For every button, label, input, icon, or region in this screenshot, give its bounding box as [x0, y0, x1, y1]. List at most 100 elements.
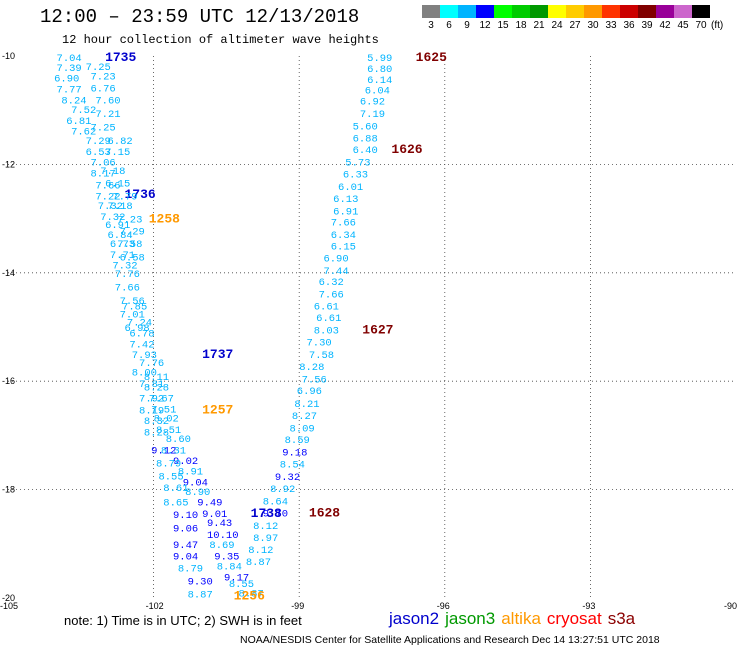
color-scale-cell [530, 5, 548, 18]
wave-height-label: 9.47 [173, 540, 198, 552]
wave-height-label: 6.98 [124, 323, 149, 335]
color-scale-label: 12 [479, 20, 491, 31]
wave-height-label: 7.58 [117, 239, 142, 251]
wave-height-label: 9.35 [214, 552, 239, 564]
color-scale-label: 27 [569, 20, 581, 31]
chart-plot: -10 -12 -14 -16 -18 -20-105 -102 -99 -96 -93 -90 17… [0, 50, 737, 611]
color-scale-bar [422, 5, 710, 18]
color-scale-cell [458, 5, 476, 18]
wave-height-label: 6.78 [129, 328, 154, 340]
color-scale-label: 36 [623, 20, 635, 31]
wave-height-label: 6.61 [314, 301, 339, 313]
wave-height-label: 6.04 [365, 86, 390, 98]
wave-height-label: 6.91 [105, 220, 130, 232]
wave-height-label: 7.92 [139, 393, 164, 405]
wave-height-label: 7.76 [139, 358, 164, 370]
wave-height-label: 7.18 [100, 166, 125, 178]
color-scale-cell [656, 5, 674, 18]
wave-height-label: 8.65 [163, 498, 188, 510]
wave-height-label: 8.17 [91, 169, 116, 181]
x-tick-label: -105 [0, 601, 18, 611]
wave-height-label: 7.81 [139, 379, 164, 391]
pass-time-label: 1625 [416, 50, 447, 65]
wave-height-label: 7.66 [331, 217, 356, 229]
satellite-legend-altika: altika [501, 609, 541, 628]
wave-height-label: 7.66 [319, 289, 344, 301]
pass-time-label: 1626 [391, 142, 422, 157]
x-tick-label: -90 [724, 601, 737, 611]
wave-height-label: 7.06 [91, 158, 116, 170]
color-scale-labels: 3 6 9 12 15 18 21 24 27 30 33 36 39 42 45 70 (ft) [422, 20, 723, 31]
color-scale-label: 39 [641, 20, 653, 31]
color-scale-cell [422, 5, 440, 18]
pass-time-label: 1737 [202, 347, 233, 362]
wave-height-label: 8.19 [139, 405, 164, 417]
wave-height-label: 6.82 [107, 136, 132, 148]
wave-height-label: 8.79 [156, 459, 181, 471]
wave-height-label: 8.21 [294, 399, 319, 411]
chart-subtitle: 12 hour collection of altimeter wave hei… [62, 33, 379, 47]
wave-height-label: 7.29 [120, 227, 145, 239]
wave-height-label: 8.55 [158, 472, 183, 484]
wave-height-label: 6.58 [120, 253, 145, 265]
wave-height-label: 6.81 [66, 116, 91, 128]
wave-height-label: 8.84 [217, 561, 242, 573]
wave-height-label: 7.66 [95, 180, 120, 192]
wave-height-label: 6.96 [297, 386, 322, 398]
wave-height-label: 9.30 [188, 577, 213, 589]
wave-height-label: 6.90 [54, 74, 79, 86]
pass-time-label: 1257 [202, 402, 233, 417]
y-tick-label: -10 [2, 51, 15, 61]
note-text: note: 1) Time is in UTC; 2) SWH is in fe… [64, 613, 302, 628]
wave-height-label: 8.97 [253, 533, 278, 545]
color-scale-label: 21 [533, 20, 545, 31]
wave-height-label: 7.44 [323, 266, 348, 278]
color-scale-cell [494, 5, 512, 18]
wave-height-label: 7.21 [95, 109, 120, 121]
wave-height-label: 7.25 [91, 122, 116, 134]
color-scale-label: 18 [515, 20, 527, 31]
wave-height-label: 7.58 [309, 350, 334, 362]
wave-height-label: 9.17 [224, 572, 249, 584]
wave-height-label: 7.23 [91, 72, 116, 84]
wave-height-label: 7.60 [95, 95, 120, 107]
pass-time-label: 1258 [149, 212, 180, 227]
wave-height-label: 6.15 [105, 178, 130, 190]
wave-height-label: 6.61 [316, 313, 341, 325]
wave-height-label: 7.32 [98, 201, 123, 213]
wave-height-label: 8.28 [144, 428, 169, 440]
wave-height-label: 9.32 [275, 472, 300, 484]
wave-height-label: 7.39 [57, 63, 82, 75]
wave-height-label: 9.04 [183, 477, 208, 489]
wave-height-label: 6.88 [353, 133, 378, 145]
pass-time-label: 1628 [309, 505, 340, 520]
wave-height-label: 5.60 [353, 121, 378, 133]
wave-height-label: 8.55 [229, 579, 254, 591]
wave-height-label: 8.09 [289, 423, 314, 435]
wave-height-label: 7.93 [132, 350, 157, 362]
wave-height-label: 8.69 [209, 540, 234, 552]
wave-height-label: 8.24 [61, 95, 86, 107]
wave-height-label: 8.32 [144, 416, 169, 428]
wave-height-label: 7.32 [112, 261, 137, 273]
pass-time-label: 1735 [105, 50, 136, 65]
wave-height-label: 7.66 [115, 282, 140, 294]
color-scale-label: 3 [428, 20, 434, 31]
color-scale-label: 24 [551, 20, 563, 31]
pass-time-label: 1256 [234, 588, 265, 603]
wave-height-label: 6.92 [360, 96, 385, 108]
wave-height-label: 7.24 [127, 318, 152, 330]
satellite-legend: jason2 jason3 altika cryosat s3a [389, 609, 641, 629]
wave-height-label: 6.14 [367, 75, 392, 87]
y-tick-label: -18 [2, 485, 15, 495]
wave-height-label: 8.54 [280, 460, 305, 472]
wave-height-label: 8.87 [239, 589, 264, 601]
wave-height-label: 6.15 [331, 242, 356, 254]
wave-height-label: 7.71 [110, 250, 135, 262]
color-scale-cell [692, 5, 710, 18]
wave-height-label: 6.90 [323, 254, 348, 266]
wave-height-label: 8.03 [314, 326, 339, 338]
wave-height-label: 8.79 [178, 564, 203, 576]
wave-height-label: 5.73 [345, 158, 370, 170]
wave-height-label: 8.12 [248, 545, 273, 557]
